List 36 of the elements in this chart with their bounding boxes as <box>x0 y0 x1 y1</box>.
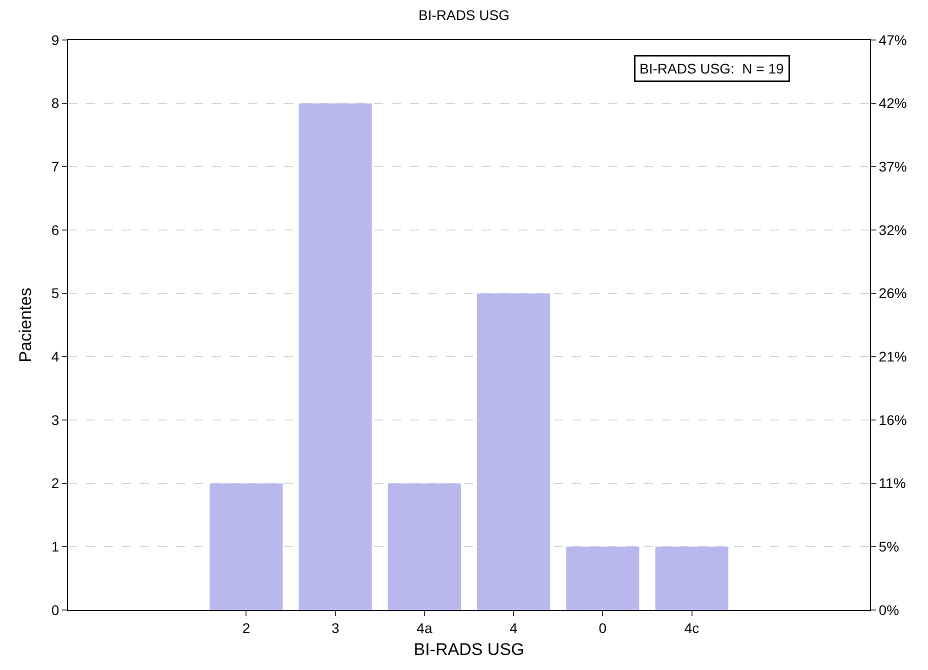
bar <box>655 546 728 610</box>
y2-tick-label: 5% <box>878 538 900 555</box>
y2-tick-label: 11% <box>878 475 906 492</box>
y-tick-label: 5 <box>51 285 60 302</box>
y-tick-label: 8 <box>51 95 60 112</box>
y2-tick-label: 0% <box>878 602 900 618</box>
x-axis-title: BI-RADS USG <box>414 640 524 660</box>
y-tick-label: 6 <box>51 222 60 238</box>
y2-tick-label: 26% <box>878 285 907 302</box>
y2-tick-label: 21% <box>878 348 907 365</box>
chart-title: BI-RADS USG <box>418 6 510 23</box>
y2-tick-label: 47% <box>878 32 907 48</box>
x-tick-label: 0 <box>598 620 607 636</box>
x-tick-label: 4a <box>416 620 432 636</box>
x-tick-label: 2 <box>242 620 250 636</box>
x-tick-label: 4c <box>684 620 700 636</box>
y2-tick-label: 37% <box>878 158 907 175</box>
x-tick-label: 3 <box>331 620 340 636</box>
y-tick-label: 7 <box>51 158 60 175</box>
x-tick-label: 4 <box>510 620 518 636</box>
y2-tick-label: 16% <box>878 412 907 428</box>
y-tick-label: 9 <box>51 32 60 48</box>
bar <box>298 103 372 610</box>
y2-tick-label: 42% <box>878 95 907 112</box>
annotation: BI-RADS USG: N = 19 <box>640 60 784 76</box>
y-axis-title: Pacientes <box>16 288 35 362</box>
y-tick-label: 0 <box>51 602 60 618</box>
y-tick-label: 4 <box>51 348 60 365</box>
y-tick-label: 3 <box>51 412 60 428</box>
y-tick-label: 1 <box>51 538 60 555</box>
y2-tick-label: 32% <box>878 222 907 238</box>
bar <box>477 293 550 610</box>
bar <box>388 483 461 610</box>
y-tick-label: 2 <box>51 475 60 492</box>
bar <box>566 546 640 610</box>
bar <box>210 483 283 610</box>
